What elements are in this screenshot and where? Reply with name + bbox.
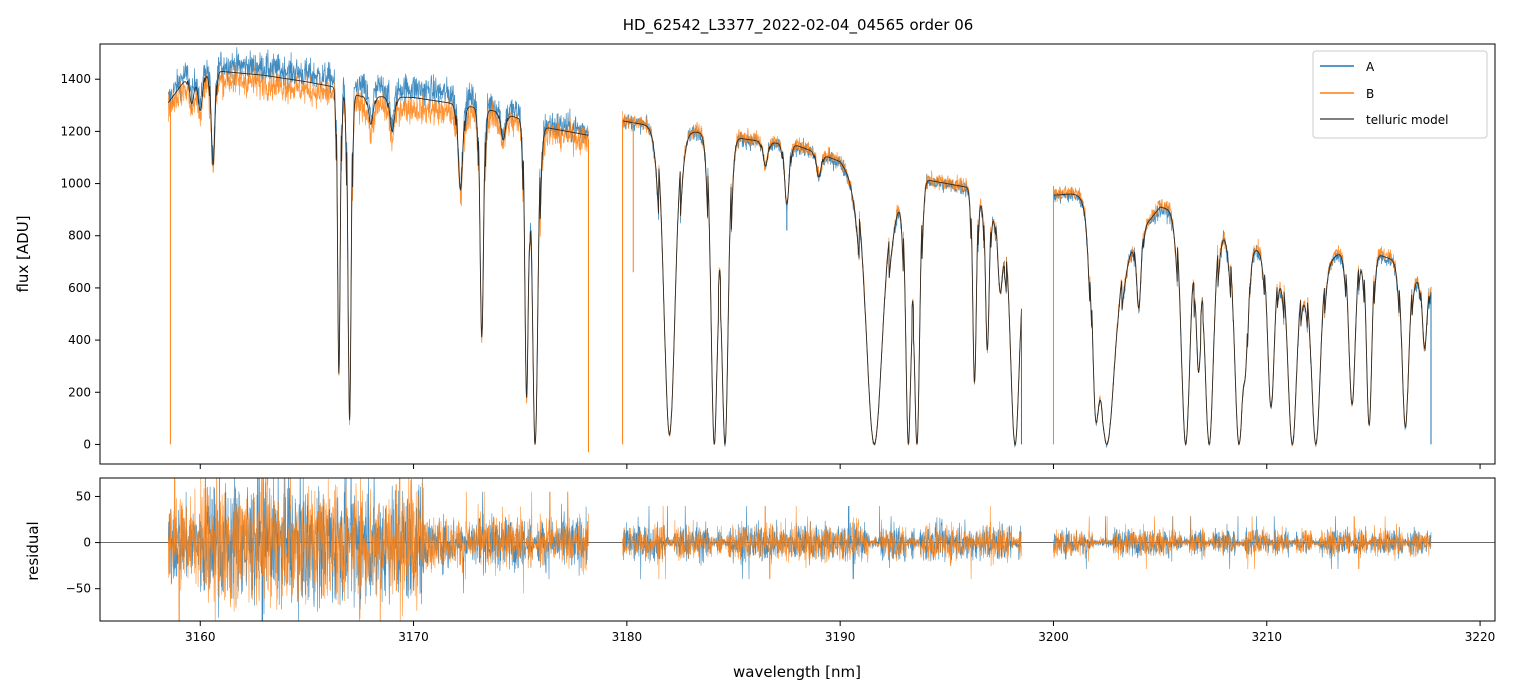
series-b-line-segment-1 [167,63,589,446]
xtick-label: 3160 [185,630,216,644]
telluric-model-line-segment-3 [1053,193,1432,446]
legend-label-a: A [1366,60,1375,74]
flux-ytick-label: 800 [68,229,91,243]
residual-b-line-segment-4 [622,505,1022,580]
residual-axes-frame [99,477,1496,622]
flux-ytick-label: 200 [68,385,91,399]
flux-x-ticks [199,464,1481,469]
x-axis-label: wavelength [nm] [733,663,861,681]
residual-y-ticks: −50 0 50 [66,489,100,596]
flux-ytick-label: 400 [68,333,91,347]
flux-ytick-label: 0 [83,437,91,451]
residual-b-line-segment-2 [200,478,425,621]
flux-ytick-label: 1400 [60,72,91,86]
legend-label-b: B [1366,87,1374,101]
chart-title: HD_62542_L3377_2022-02-04_04565 order 06 [623,16,974,35]
residual-ytick-label: −50 [66,582,91,596]
flux-ytick-label: 1200 [60,124,91,138]
xtick-label: 3190 [825,630,856,644]
legend-label-model: telluric model [1366,113,1448,127]
legend-box [1312,50,1488,139]
residual-y-axis-label: residual [24,521,42,580]
residual-x-ticks: 3160 3170 3180 3190 3200 3210 3220 [185,621,1495,644]
xtick-label: 3220 [1465,630,1496,644]
telluric-model-line-segment-1 [167,70,589,445]
flux-axes-frame [99,43,1496,465]
xtick-label: 3200 [1038,630,1069,644]
residual-series-group [100,478,1495,621]
flux-panel: 0 200 400 600 800 1000 1200 1400 flux [ADU] A B… [14,43,1496,469]
xtick-label: 3210 [1251,630,1282,644]
telluric-model-line-segment-2 [622,120,1022,446]
flux-ytick-label: 1000 [60,177,91,191]
residual-b-line-segment-3 [423,491,589,594]
residual-b-line-segment-1 [168,478,201,621]
legend: A B telluric model [1312,50,1488,139]
residual-ytick-label: 0 [83,536,91,550]
flux-y-axis-label: flux [ADU] [14,215,32,292]
xtick-label: 3170 [398,630,429,644]
flux-y-ticks: 0 200 400 600 800 1000 1200 1400 [60,72,100,451]
series-a-line-segment-1 [167,47,589,444]
residual-ytick-label: 50 [76,489,91,503]
flux-series-group [167,47,1432,453]
residual-panel: −50 0 50 3160 3170 3180 3190 3200 3210 3220 resi… [24,477,1496,681]
residual-b-line-segment-5 [1053,516,1432,570]
xtick-label: 3180 [612,630,643,644]
flux-ytick-label: 600 [68,281,91,295]
